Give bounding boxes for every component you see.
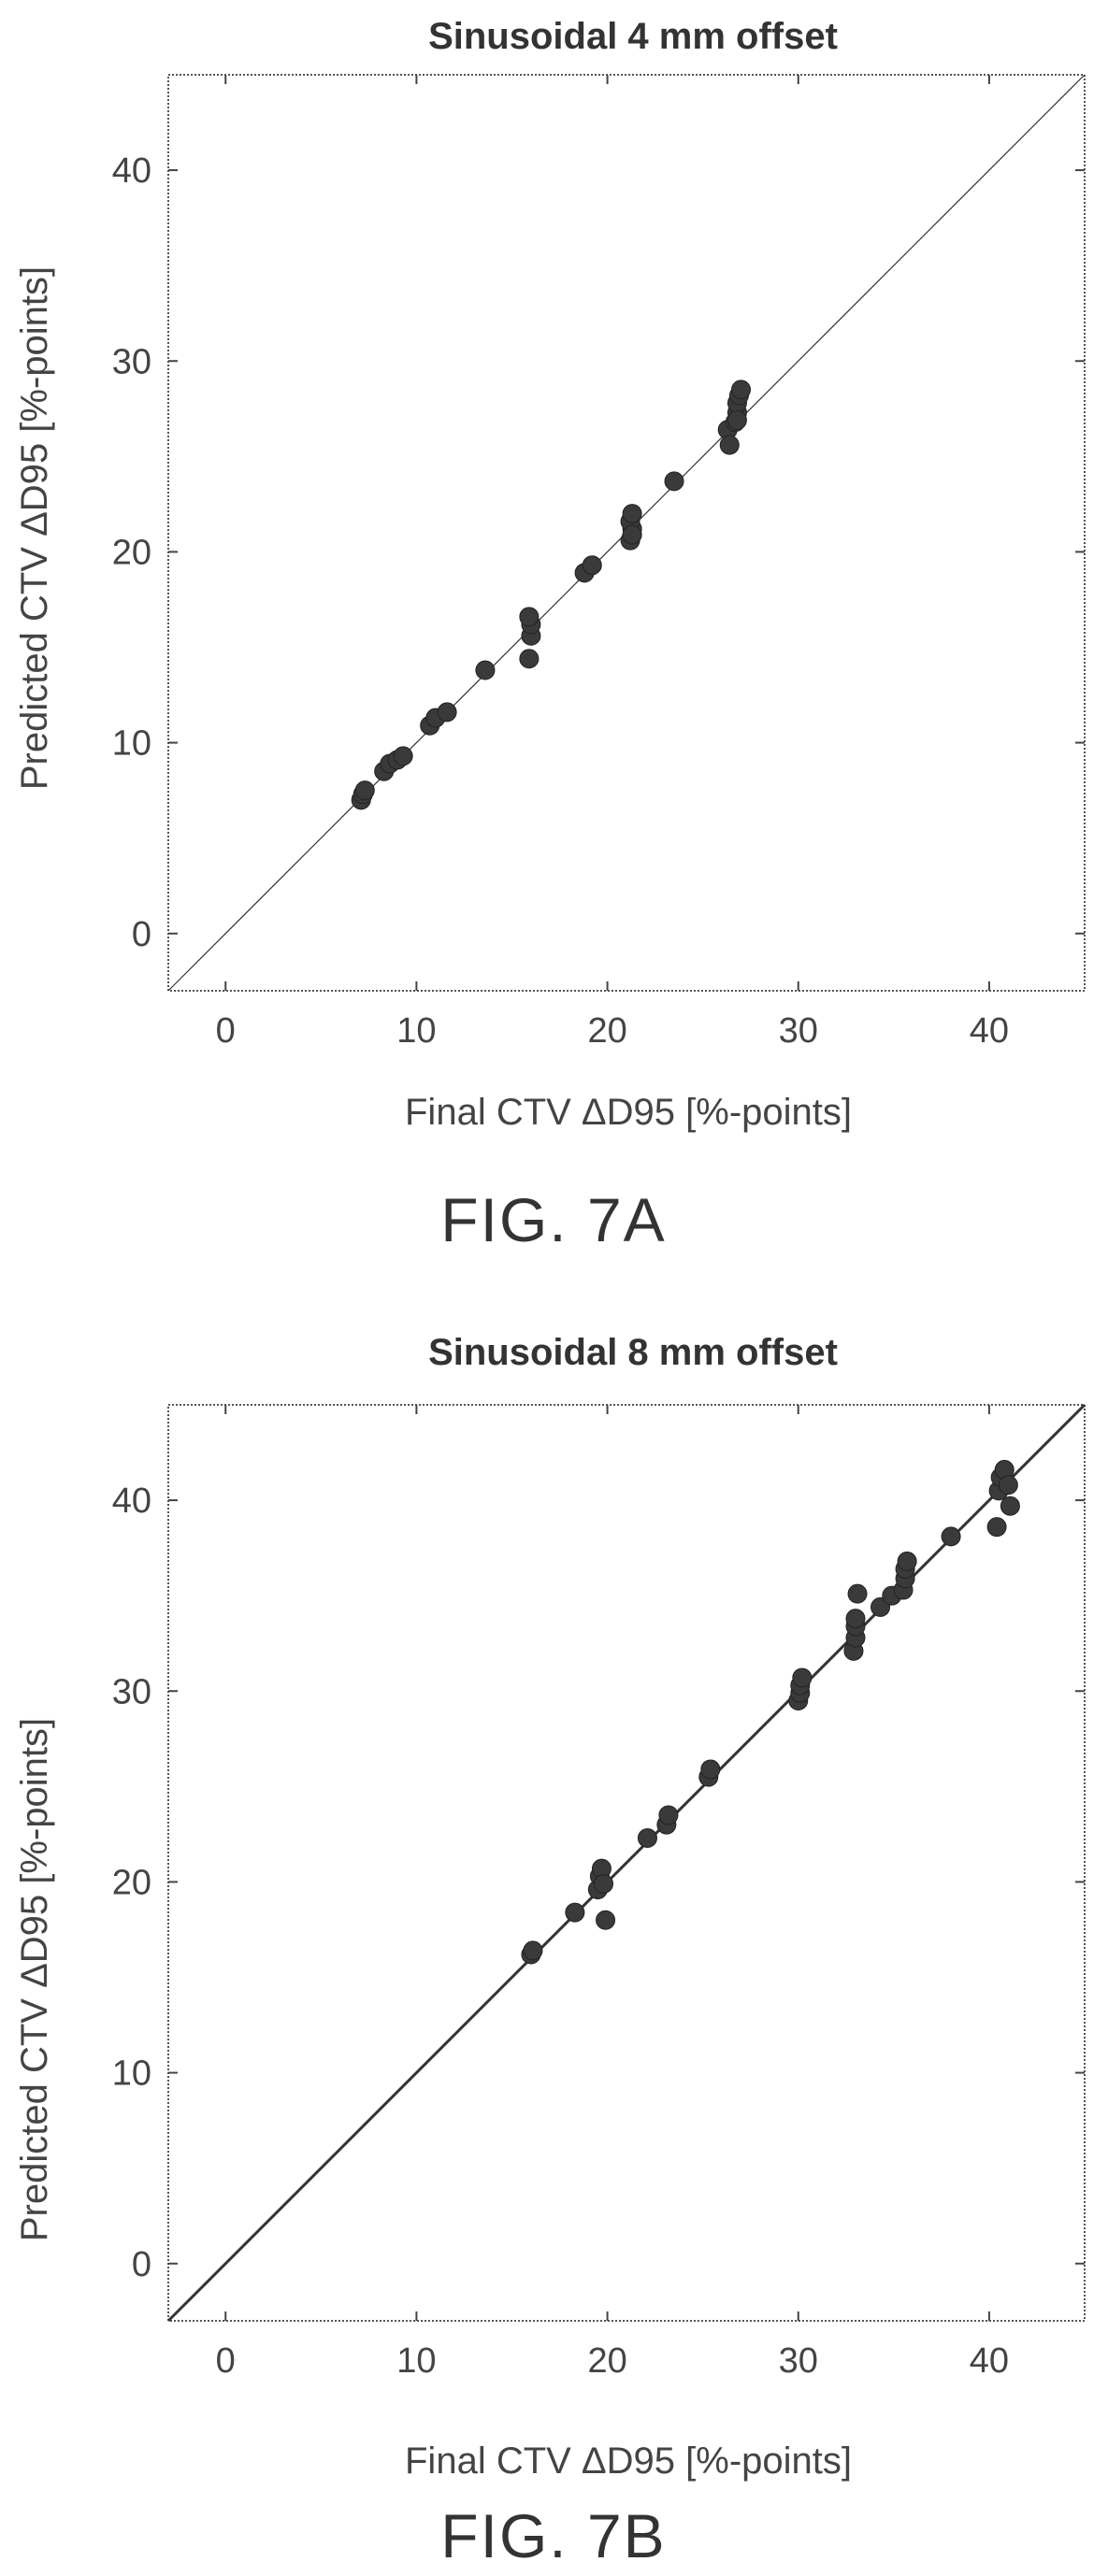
figure-7b: Sinusoidal 8 mm offset 0 10 20 30 40 0 10 20 30 4…: [0, 1288, 1108, 2576]
chart-title: Sinusoidal 8 mm offset: [428, 1332, 838, 1373]
data-point: [727, 410, 747, 431]
x-tick-label: 30: [779, 2341, 818, 2381]
data-point: [731, 379, 751, 400]
y-tick-label: 40: [112, 151, 151, 191]
data-point: [354, 780, 375, 801]
data-point: [393, 746, 413, 766]
data-point: [792, 1667, 813, 1688]
x-tick-label: 40: [970, 2341, 1009, 2381]
x-tick-label: 20: [587, 1011, 626, 1051]
x-tick-label: 10: [396, 1011, 436, 1051]
data-point: [998, 1475, 1018, 1496]
y-tick-label: 30: [112, 342, 151, 381]
data-point: [700, 1759, 721, 1780]
data-point: [664, 471, 684, 492]
data-point: [845, 1609, 866, 1629]
data-point: [523, 1940, 543, 1961]
data-point: [941, 1526, 961, 1547]
x-axis-label: Final CTV ΔD95 [%-points]: [405, 1092, 852, 1133]
figure-caption: FIG. 7B: [440, 2501, 666, 2570]
y-tick-label: 10: [112, 2054, 151, 2094]
data-point: [622, 524, 642, 545]
plot-frame: [167, 74, 1086, 992]
y-axis-label: Predicted CTV ΔD95 [%-points]: [14, 266, 55, 790]
x-tick-label: 40: [970, 1011, 1009, 1051]
data-point: [719, 435, 740, 455]
y-tick-label: 10: [112, 724, 151, 764]
data-point: [658, 1805, 679, 1825]
y-tick-label: 40: [112, 1481, 151, 1521]
identity-line: [166, 1403, 1086, 2323]
data-point: [519, 649, 540, 669]
data-point: [582, 555, 602, 576]
data-point: [897, 1551, 917, 1571]
data-point: [519, 607, 540, 627]
x-tick-label: 10: [396, 2341, 436, 2381]
chart-7b: Sinusoidal 8 mm offset 0 10 20 30 40 0 10 20 30 4…: [14, 1332, 1086, 2570]
figure-caption: FIG. 7A: [440, 1185, 666, 1254]
data-point: [475, 660, 496, 680]
y-tick-label: 20: [112, 1863, 151, 1902]
data-point: [565, 1902, 585, 1923]
y-tick-label: 0: [132, 915, 151, 954]
y-axis-label: Predicted CTV ΔD95 [%-points]: [14, 1718, 55, 2241]
x-tick-label: 30: [779, 1011, 818, 1051]
data-point: [437, 702, 457, 723]
data-point: [847, 1583, 868, 1604]
x-tick-label: 20: [587, 2341, 626, 2381]
plot-area: 0 10 20 30 40 0 10 20 30 40: [112, 1403, 1086, 2381]
data-point: [594, 1873, 613, 1894]
y-tick-label: 20: [112, 533, 151, 572]
chart-7a: Sinusoidal 4 mm offset 0 10 20 30 40 0 10 20 30 4…: [14, 16, 1086, 1254]
x-tick-label: 0: [216, 2341, 236, 2381]
figure-7a: Sinusoidal 4 mm offset 0 10 20 30 40 0 10 20 30 4…: [14, 16, 1086, 1254]
data-point: [986, 1517, 1007, 1538]
x-axis-label: Final CTV ΔD95 [%-points]: [405, 2440, 852, 2482]
chart-title: Sinusoidal 4 mm offset: [428, 16, 838, 57]
plot-area: 0 10 20 30 40 0 10 20 30 40: [112, 74, 1086, 1051]
y-tick-label: 30: [112, 1672, 151, 1711]
data-point: [622, 504, 642, 524]
data-point: [637, 1827, 657, 1848]
x-tick-label: 0: [216, 1011, 236, 1051]
y-tick-label: 0: [132, 2245, 151, 2284]
data-point: [596, 1910, 616, 1930]
plot-frame: [167, 1404, 1086, 2322]
data-point: [1000, 1496, 1020, 1516]
